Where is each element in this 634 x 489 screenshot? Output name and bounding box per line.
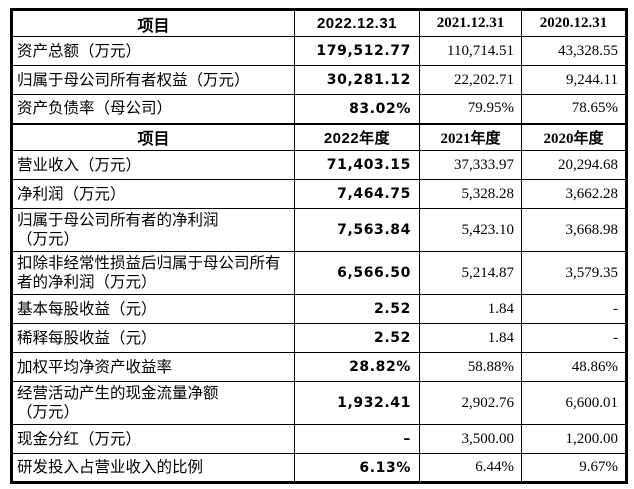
section-1-header-row: 项目 2022.12.31 2021.12.31 2020.12.31 xyxy=(11,9,627,37)
row-value-cell: 58.88% xyxy=(419,352,522,382)
row-label-cell: 加权平均净资产收益率 xyxy=(11,352,295,382)
row-label-cell: 归属于母公司所有者权益（万元） xyxy=(11,65,295,95)
row-value-cell: 2.52 xyxy=(294,294,420,324)
table-row: 营业收入（万元） 71,403.15 37,333.97 20,294.68 xyxy=(11,150,627,180)
row-value-cell: 2,902.76 xyxy=(419,381,522,425)
header-item-cell: 项目 xyxy=(11,122,295,151)
row-label-cell: 归属于母公司所有者的净利润 （万元） xyxy=(11,208,295,252)
row-value-cell: 83.02% xyxy=(294,94,420,124)
row-value-cell: – xyxy=(294,424,420,454)
row-value-cell: 1.84 xyxy=(419,323,522,353)
row-value-cell: 30,281.12 xyxy=(294,65,420,95)
row-value-cell: 6,600.01 xyxy=(521,381,627,425)
row-label-cell: 研发投入占营业收入的比例 xyxy=(11,453,295,483)
row-value-cell: 2.52 xyxy=(294,323,420,353)
header-period-cell: 2021.12.31 xyxy=(419,9,522,37)
row-value-cell: 7,464.75 xyxy=(294,179,420,209)
row-value-cell: 1,932.41 xyxy=(294,381,420,425)
row-value-cell: 9,244.11 xyxy=(521,65,627,95)
row-value-cell: 43,328.55 xyxy=(521,36,627,66)
row-value-cell: 7,563.84 xyxy=(294,208,420,252)
row-value-cell: - xyxy=(521,294,627,324)
section-2-header-row: 项目 2022年度 2021年度 2020年度 xyxy=(11,122,627,151)
row-value-cell: 6,566.50 xyxy=(294,251,420,295)
row-label-cell: 营业收入（万元） xyxy=(11,150,295,180)
header-period-cell: 2022年度 xyxy=(294,122,420,151)
row-value-cell: 71,403.15 xyxy=(294,150,420,180)
row-value-cell: 37,333.97 xyxy=(419,150,522,180)
row-label-cell: 净利润（万元） xyxy=(11,179,295,209)
row-value-cell: 22,202.71 xyxy=(419,65,522,95)
row-label-cell: 资产负债率（母公司） xyxy=(11,94,295,124)
table-row: 归属于母公司所有者的净利润 （万元） 7,563.84 5,423.10 3,668.… xyxy=(11,208,627,252)
row-value-cell: 3,500.00 xyxy=(419,424,522,454)
table-row: 净利润（万元） 7,464.75 5,328.28 3,662.28 xyxy=(11,179,627,209)
financial-summary-table: 项目 2022.12.31 2021.12.31 2020.12.31 资产总额（万元）… xyxy=(10,8,628,484)
row-value-cell: 3,668.98 xyxy=(521,208,627,252)
header-period-cell: 2021年度 xyxy=(419,122,522,151)
financial-table-body: 项目 2022.12.31 2021.12.31 2020.12.31 资产总额（万元）… xyxy=(11,9,627,483)
table-row: 扣除非经常性损益后归属于母公司所有 者的净利润（万元） 6,566.50 5,214… xyxy=(11,251,627,295)
table-row: 经营活动产生的现金流量净额 （万元） 1,932.41 2,902.76 6,600.… xyxy=(11,381,627,425)
row-label-cell: 经营活动产生的现金流量净额 （万元） xyxy=(11,381,295,425)
row-value-cell: 6.44% xyxy=(419,453,522,483)
header-period-cell: 2022.12.31 xyxy=(294,9,420,37)
row-value-cell: 78.65% xyxy=(521,94,627,124)
row-value-cell: 6.13% xyxy=(294,453,420,483)
header-period-cell: 2020.12.31 xyxy=(521,9,627,37)
row-value-cell: - xyxy=(521,323,627,353)
row-label-cell: 资产总额（万元） xyxy=(11,36,295,66)
row-value-cell: 28.82% xyxy=(294,352,420,382)
row-label-cell: 现金分红（万元） xyxy=(11,424,295,454)
table-row: 现金分红（万元） –3,500.00 1,200.00 xyxy=(11,424,627,454)
table-row: 基本每股收益（元） 2.52 1.84- xyxy=(11,294,627,324)
row-value-cell: 110,714.51 xyxy=(419,36,522,66)
row-value-cell: 3,579.35 xyxy=(521,251,627,295)
row-value-cell: 79.95% xyxy=(419,94,522,124)
row-label-cell: 基本每股收益（元） xyxy=(11,294,295,324)
row-value-cell: 5,328.28 xyxy=(419,179,522,209)
table-row: 资产负债率（母公司） 83.02% 79.95% 78.65% xyxy=(11,94,627,124)
table-row: 资产总额（万元） 179,512.77 110,714.51 43,328.55 xyxy=(11,36,627,66)
row-value-cell: 1,200.00 xyxy=(521,424,627,454)
table-row: 归属于母公司所有者权益（万元） 30,281.12 22,202.71 9,244.1… xyxy=(11,65,627,95)
row-value-cell: 9.67% xyxy=(521,453,627,483)
row-value-cell: 20,294.68 xyxy=(521,150,627,180)
table-row: 稀释每股收益（元） 2.52 1.84- xyxy=(11,323,627,353)
row-value-cell: 3,662.28 xyxy=(521,179,627,209)
row-label-cell: 扣除非经常性损益后归属于母公司所有 者的净利润（万元） xyxy=(11,251,295,295)
row-value-cell: 48.86% xyxy=(521,352,627,382)
row-value-cell: 5,214.87 xyxy=(419,251,522,295)
row-label-cell: 稀释每股收益（元） xyxy=(11,323,295,353)
table-row: 研发投入占营业收入的比例 6.13% 6.44% 9.67% xyxy=(11,453,627,483)
header-item-cell: 项目 xyxy=(11,9,295,37)
row-value-cell: 179,512.77 xyxy=(294,36,420,66)
row-value-cell: 5,423.10 xyxy=(419,208,522,252)
header-period-cell: 2020年度 xyxy=(521,122,627,151)
table-row: 加权平均净资产收益率 28.82% 58.88% 48.86% xyxy=(11,352,627,382)
row-value-cell: 1.84 xyxy=(419,294,522,324)
